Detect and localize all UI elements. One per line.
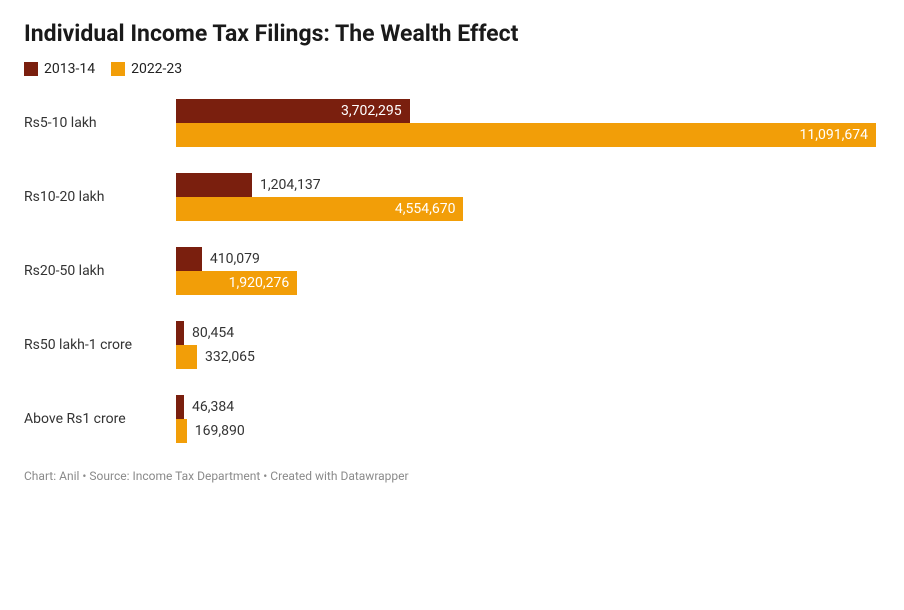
bar-value-label: 1,920,276	[229, 275, 290, 291]
bar-value-label: 1,204,137	[260, 177, 321, 193]
category-group: Rs10-20 lakh 1,204,137 4,554,670	[24, 173, 880, 221]
bar-series2	[176, 419, 187, 443]
bar-series1	[176, 173, 252, 197]
bar-value-label: 410,079	[210, 251, 260, 267]
category-label: Rs5-10 lakh	[24, 115, 176, 131]
bar-series1	[176, 247, 202, 271]
bar-value-label: 169,890	[195, 423, 245, 439]
bar-value-label: 46,384	[192, 399, 234, 415]
legend-item-series1: 2013-14	[24, 61, 95, 77]
legend-label-series2: 2022-23	[131, 61, 182, 77]
bar-value-label: 4,554,670	[395, 201, 456, 217]
category-label: Rs10-20 lakh	[24, 189, 176, 205]
bar-series1	[176, 321, 184, 345]
bar-series1	[176, 395, 184, 419]
legend-label-series1: 2013-14	[44, 61, 95, 77]
swatch-series1	[24, 62, 38, 76]
legend-item-series2: 2022-23	[111, 61, 182, 77]
bar-value-label: 332,065	[205, 349, 255, 365]
category-label: Rs50 lakh-1 crore	[24, 337, 176, 353]
swatch-series2	[111, 62, 125, 76]
bar-value-label: 11,091,674	[800, 127, 868, 143]
category-label: Rs20-50 lakh	[24, 263, 176, 279]
category-label: Above Rs1 crore	[24, 411, 176, 427]
bar-series2: 4,554,670	[176, 197, 463, 221]
bar-value-label: 80,454	[192, 325, 234, 341]
bar-value-label: 3,702,295	[341, 103, 402, 119]
category-group: Rs20-50 lakh 410,079 1,920,276	[24, 247, 880, 295]
bar-series2: 11,091,674	[176, 123, 876, 147]
chart-title: Individual Income Tax Filings: The Wealt…	[24, 20, 880, 47]
bar-series2: 1,920,276	[176, 271, 297, 295]
chart-footer: Chart: Anil • Source: Income Tax Departm…	[24, 469, 880, 483]
bar-series2	[176, 345, 197, 369]
category-group: Above Rs1 crore 46,384 169,890	[24, 395, 880, 443]
category-group: Rs5-10 lakh 3,702,295 11,091,674	[24, 99, 880, 147]
bar-chart: Rs5-10 lakh 3,702,295 11,091,674 Rs10-20 la…	[24, 99, 880, 443]
category-group: Rs50 lakh-1 crore 80,454 332,065	[24, 321, 880, 369]
bar-series1: 3,702,295	[176, 99, 410, 123]
legend: 2013-14 2022-23	[24, 61, 880, 77]
